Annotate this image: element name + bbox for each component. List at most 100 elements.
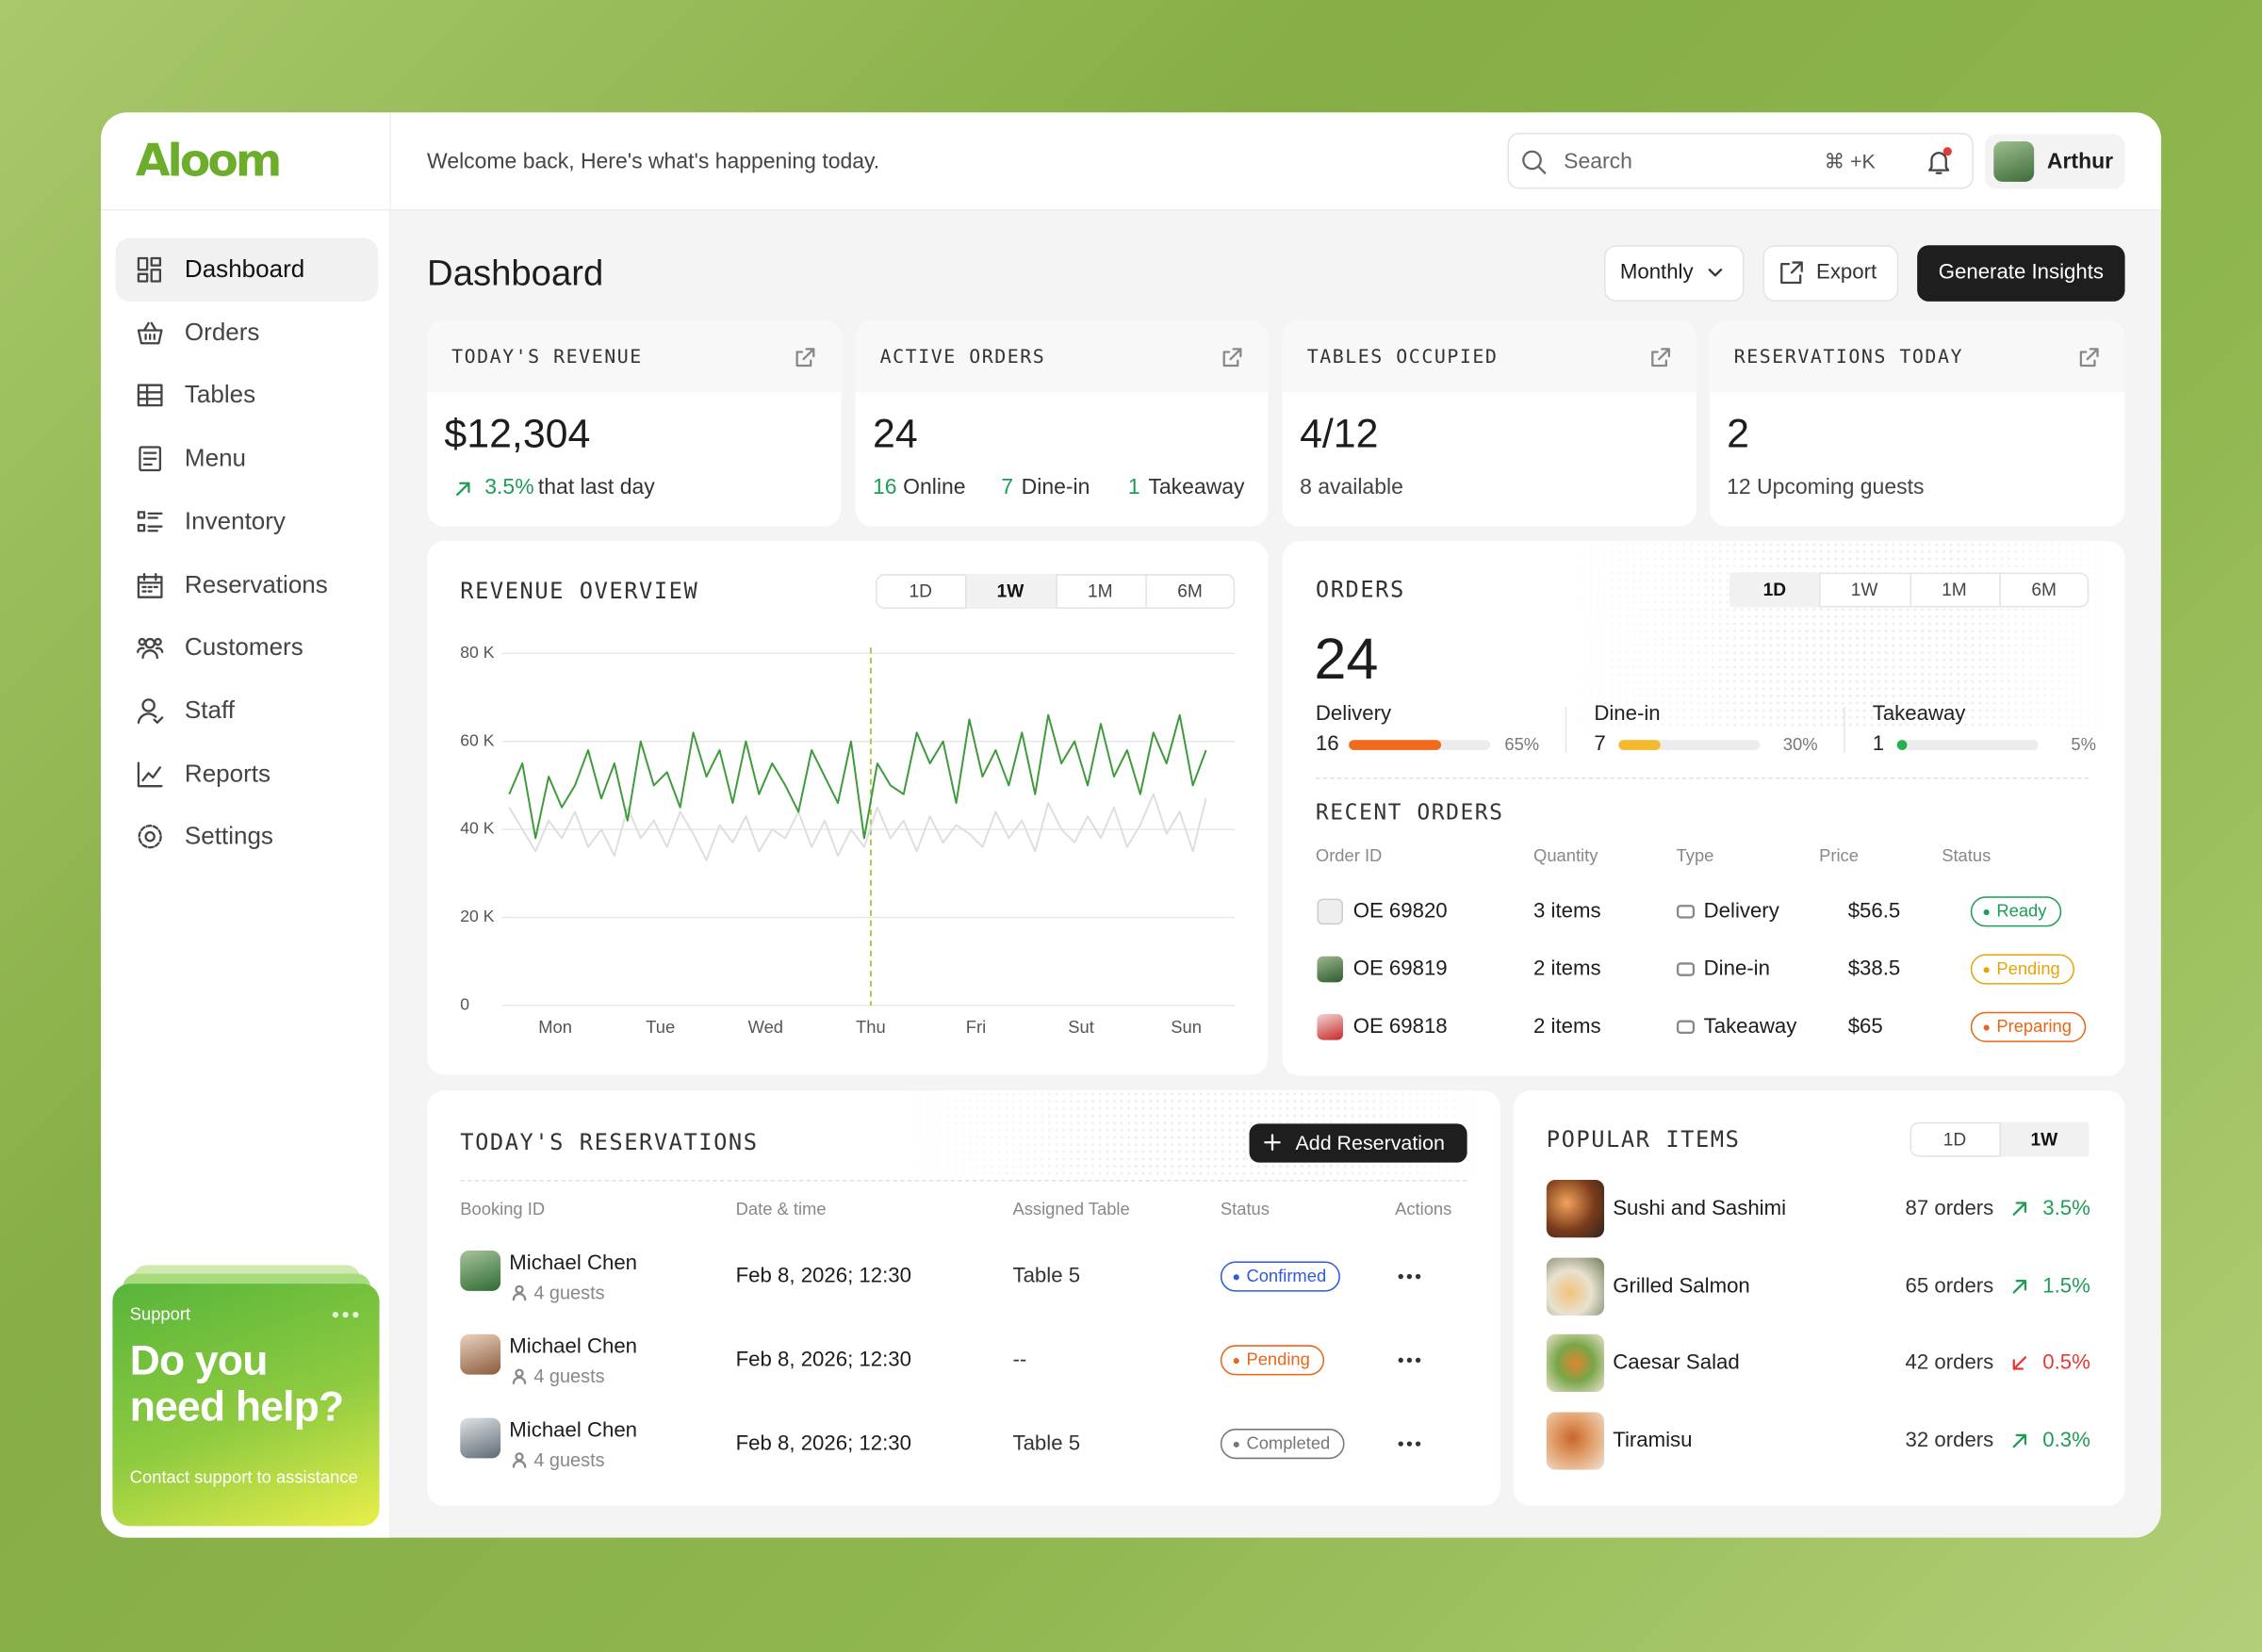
range-tab[interactable]: [1729, 572, 1820, 608]
chevron: [1708, 269, 1723, 277]
nav-item[interactable]: Menu: [184, 444, 247, 472]
row-actions-part: [1415, 1357, 1421, 1364]
chevron-part: [1708, 269, 1723, 277]
reservation-table: Table 5: [1012, 1265, 1081, 1288]
guests-icon-part: [515, 1452, 524, 1462]
open-icon-part: [795, 348, 815, 368]
nav-icon-part: [137, 646, 164, 660]
row-actions-part: [1398, 1441, 1403, 1447]
column-header: Order ID: [1315, 844, 1383, 866]
nav-item[interactable]: Tables: [184, 381, 256, 409]
dashed-divider: [460, 1180, 1467, 1182]
stat-part-label: Online: [903, 475, 966, 500]
row-actions-part: [1398, 1357, 1403, 1364]
order-type-icon: [1676, 1020, 1696, 1035]
channel-count: 1: [1872, 732, 1885, 757]
user-name: Arthur: [2046, 149, 2114, 174]
dot-texture: [1558, 540, 2125, 728]
period-select[interactable]: [1604, 245, 1745, 302]
nav-icon-part: [137, 256, 149, 271]
guests-icon-part: [512, 1460, 527, 1468]
nav-item[interactable]: Reports: [184, 760, 271, 788]
nav-icon: [137, 638, 164, 660]
item-name: Sushi and Sashimi: [1613, 1197, 1787, 1220]
channel-divider: [1565, 706, 1567, 753]
channel-count: 7: [1594, 732, 1606, 757]
range-tab[interactable]: [1999, 1121, 2090, 1157]
user-avatar: [1993, 140, 2035, 182]
orders-title: ORDERS: [1315, 577, 1405, 603]
order-type-icon: [1676, 905, 1696, 919]
nav-item[interactable]: Reservations: [184, 570, 328, 598]
export-button[interactable]: [1762, 245, 1899, 302]
range-tab[interactable]: [1144, 574, 1235, 609]
range-tab[interactable]: [965, 574, 1056, 609]
support-card[interactable]: [112, 1284, 380, 1527]
range-tab-label: 1W: [996, 581, 1024, 602]
reservation-table: Table 5: [1012, 1431, 1081, 1456]
support-label: Support: [129, 1303, 191, 1325]
item-image: [1546, 1256, 1605, 1316]
support-dots: [330, 1311, 363, 1318]
dashed-divider: [1315, 777, 2090, 779]
row-actions: [1398, 1357, 1421, 1364]
stat-note: that last day: [537, 475, 655, 500]
stat-card-head: [427, 319, 842, 393]
bell-icon-part: [1928, 152, 1950, 172]
order-price: $65: [1847, 1015, 1883, 1039]
guest-avatar: [460, 1333, 501, 1375]
search-icon-part: [1537, 165, 1547, 174]
stat-card-head: [1709, 319, 2125, 393]
range-tab[interactable]: [1999, 572, 2089, 608]
nav-item[interactable]: Settings: [184, 822, 273, 850]
channel-label: Dine-in: [1594, 702, 1661, 726]
bell-icon: [1928, 152, 1950, 174]
trend-arrow-part: [2012, 1356, 2027, 1370]
nav-item[interactable]: Customers: [184, 633, 303, 662]
range-tab-label: 1W: [2030, 1129, 2058, 1150]
stat-label: TABLES OCCUPIED: [1306, 347, 1499, 369]
insights-button[interactable]: [1917, 245, 2125, 302]
item-image: [1546, 1411, 1605, 1469]
nav-item[interactable]: Dashboard: [184, 254, 305, 283]
nav-icon: [139, 446, 162, 472]
range-tab[interactable]: [1819, 572, 1909, 608]
range-tab[interactable]: [1909, 572, 1999, 608]
item-orders: 87 orders: [1905, 1197, 1994, 1220]
range-tab[interactable]: [1055, 574, 1145, 609]
order-avatar: [1317, 1014, 1343, 1040]
column-header: Type: [1676, 844, 1714, 866]
open-icon: [2079, 348, 2099, 368]
nav-item[interactable]: Orders: [184, 318, 260, 346]
export-icon: [1780, 261, 1803, 285]
nav-icon: [137, 572, 163, 598]
column-header: Status: [1942, 844, 1992, 866]
stat-value: 24: [873, 411, 918, 456]
channel-label: Delivery: [1315, 702, 1392, 726]
nav-item[interactable]: Staff: [184, 696, 235, 725]
range-tab-label: 1D: [1942, 1129, 1967, 1150]
nav-icon-part: [138, 825, 162, 849]
channel-bar: [1349, 740, 1441, 750]
trend-arrow: [456, 482, 470, 497]
nav-icon-part: [137, 384, 163, 407]
revenue-panel: [427, 540, 1269, 1075]
channel-divider: [1844, 706, 1845, 753]
column-header: Actions: [1395, 1198, 1452, 1219]
channel-percent: 5%: [2071, 734, 2096, 755]
row-actions-part: [1406, 1441, 1413, 1447]
row-actions-part: [1415, 1273, 1421, 1280]
guests-icon: [512, 1284, 527, 1301]
nav-item[interactable]: Inventory: [184, 507, 286, 535]
order-type: Takeaway: [1703, 1015, 1797, 1039]
item-orders: 65 orders: [1905, 1274, 1994, 1298]
order-status: Preparing: [1970, 1011, 2087, 1042]
item-name: Caesar Salad: [1613, 1351, 1740, 1375]
stat-label: ACTIVE ORDERS: [879, 347, 1046, 369]
nav-icon: [138, 825, 162, 849]
add-reservation-button[interactable]: [1249, 1123, 1467, 1163]
item-orders: 42 orders: [1905, 1351, 1994, 1375]
search-box[interactable]: [1507, 132, 1974, 189]
guests-icon-part: [515, 1368, 524, 1378]
guest-name: Michael Chen: [509, 1419, 638, 1443]
